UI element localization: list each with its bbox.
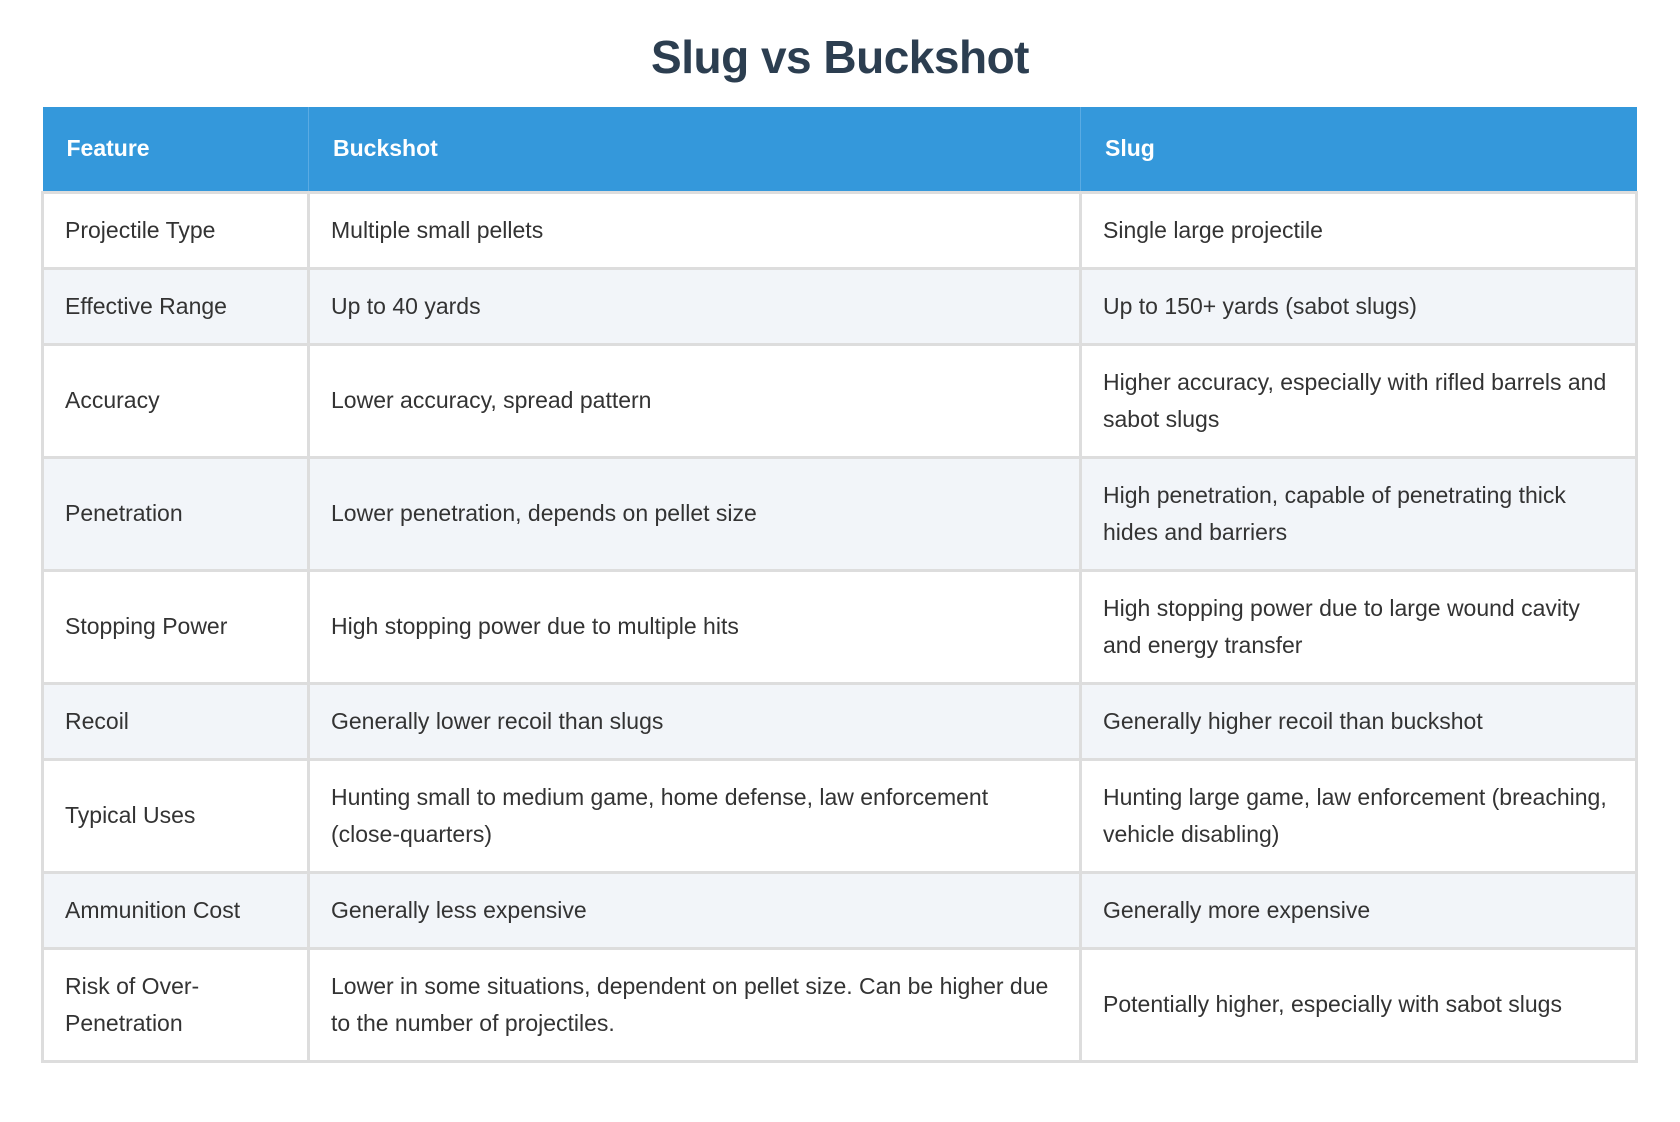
feature-cell: Penetration: [41, 455, 310, 572]
header-buckshot: Buckshot: [308, 107, 1081, 192]
buckshot-cell: Lower accuracy, spread pattern: [307, 342, 1082, 459]
table-row: Accuracy Lower accuracy, spread pattern Hi…: [41, 342, 1638, 459]
table-row: Penetration Lower penetration, depends on…: [41, 455, 1638, 572]
table-row: Recoil Generally lower recoil than slugs G…: [41, 681, 1638, 761]
slug-cell: Potentially higher, especially with sabo…: [1079, 946, 1638, 1063]
feature-cell: Stopping Power: [41, 568, 310, 685]
table-row: Risk of Over-Penetration Lower in some si…: [41, 946, 1638, 1063]
table-row: Stopping Power High stopping power due to…: [41, 568, 1638, 685]
buckshot-cell: Lower in some situations, dependent on p…: [307, 946, 1082, 1063]
slug-cell: Higher accuracy, especially with rifled …: [1079, 342, 1638, 459]
feature-cell: Recoil: [41, 681, 310, 761]
table-header-row: Feature Buckshot Slug: [42, 107, 1637, 192]
slug-cell: High penetration, capable of penetrating…: [1079, 455, 1638, 572]
slug-cell: High stopping power due to large wound c…: [1079, 568, 1638, 685]
comparison-table: Feature Buckshot Slug Projectile Type Mul…: [41, 107, 1638, 1063]
feature-cell: Projectile Type: [41, 190, 310, 270]
feature-cell: Typical Uses: [41, 757, 310, 874]
buckshot-cell: High stopping power due to multiple hits: [307, 568, 1082, 685]
table-row: Ammunition Cost Generally less expensive G…: [41, 870, 1638, 950]
buckshot-cell: Up to 40 yards: [307, 266, 1082, 346]
slug-cell: Hunting large game, law enforcement (bre…: [1079, 757, 1638, 874]
buckshot-cell: Generally less expensive: [307, 870, 1082, 950]
buckshot-cell: Lower penetration, depends on pellet siz…: [307, 455, 1082, 572]
page-title: Slug vs Buckshot: [651, 31, 1029, 83]
buckshot-cell: Multiple small pellets: [307, 190, 1082, 270]
slug-cell: Up to 150+ yards (sabot slugs): [1079, 266, 1638, 346]
feature-cell: Effective Range: [41, 266, 310, 346]
slug-cell: Generally higher recoil than buckshot: [1079, 681, 1638, 761]
header-feature: Feature: [42, 107, 309, 192]
table-row: Effective Range Up to 40 yards Up to 150+ …: [41, 266, 1638, 346]
slug-cell: Generally more expensive: [1079, 870, 1638, 950]
buckshot-cell: Generally lower recoil than slugs: [307, 681, 1082, 761]
feature-cell: Ammunition Cost: [41, 870, 310, 950]
feature-cell: Accuracy: [41, 342, 310, 459]
table-row: Projectile Type Multiple small pellets Sin…: [41, 190, 1638, 270]
slug-cell: Single large projectile: [1079, 190, 1638, 270]
feature-cell: Risk of Over-Penetration: [41, 946, 310, 1063]
buckshot-cell: Hunting small to medium game, home defen…: [307, 757, 1082, 874]
header-slug: Slug: [1080, 107, 1637, 192]
table-row: Typical Uses Hunting small to medium game…: [41, 757, 1638, 874]
